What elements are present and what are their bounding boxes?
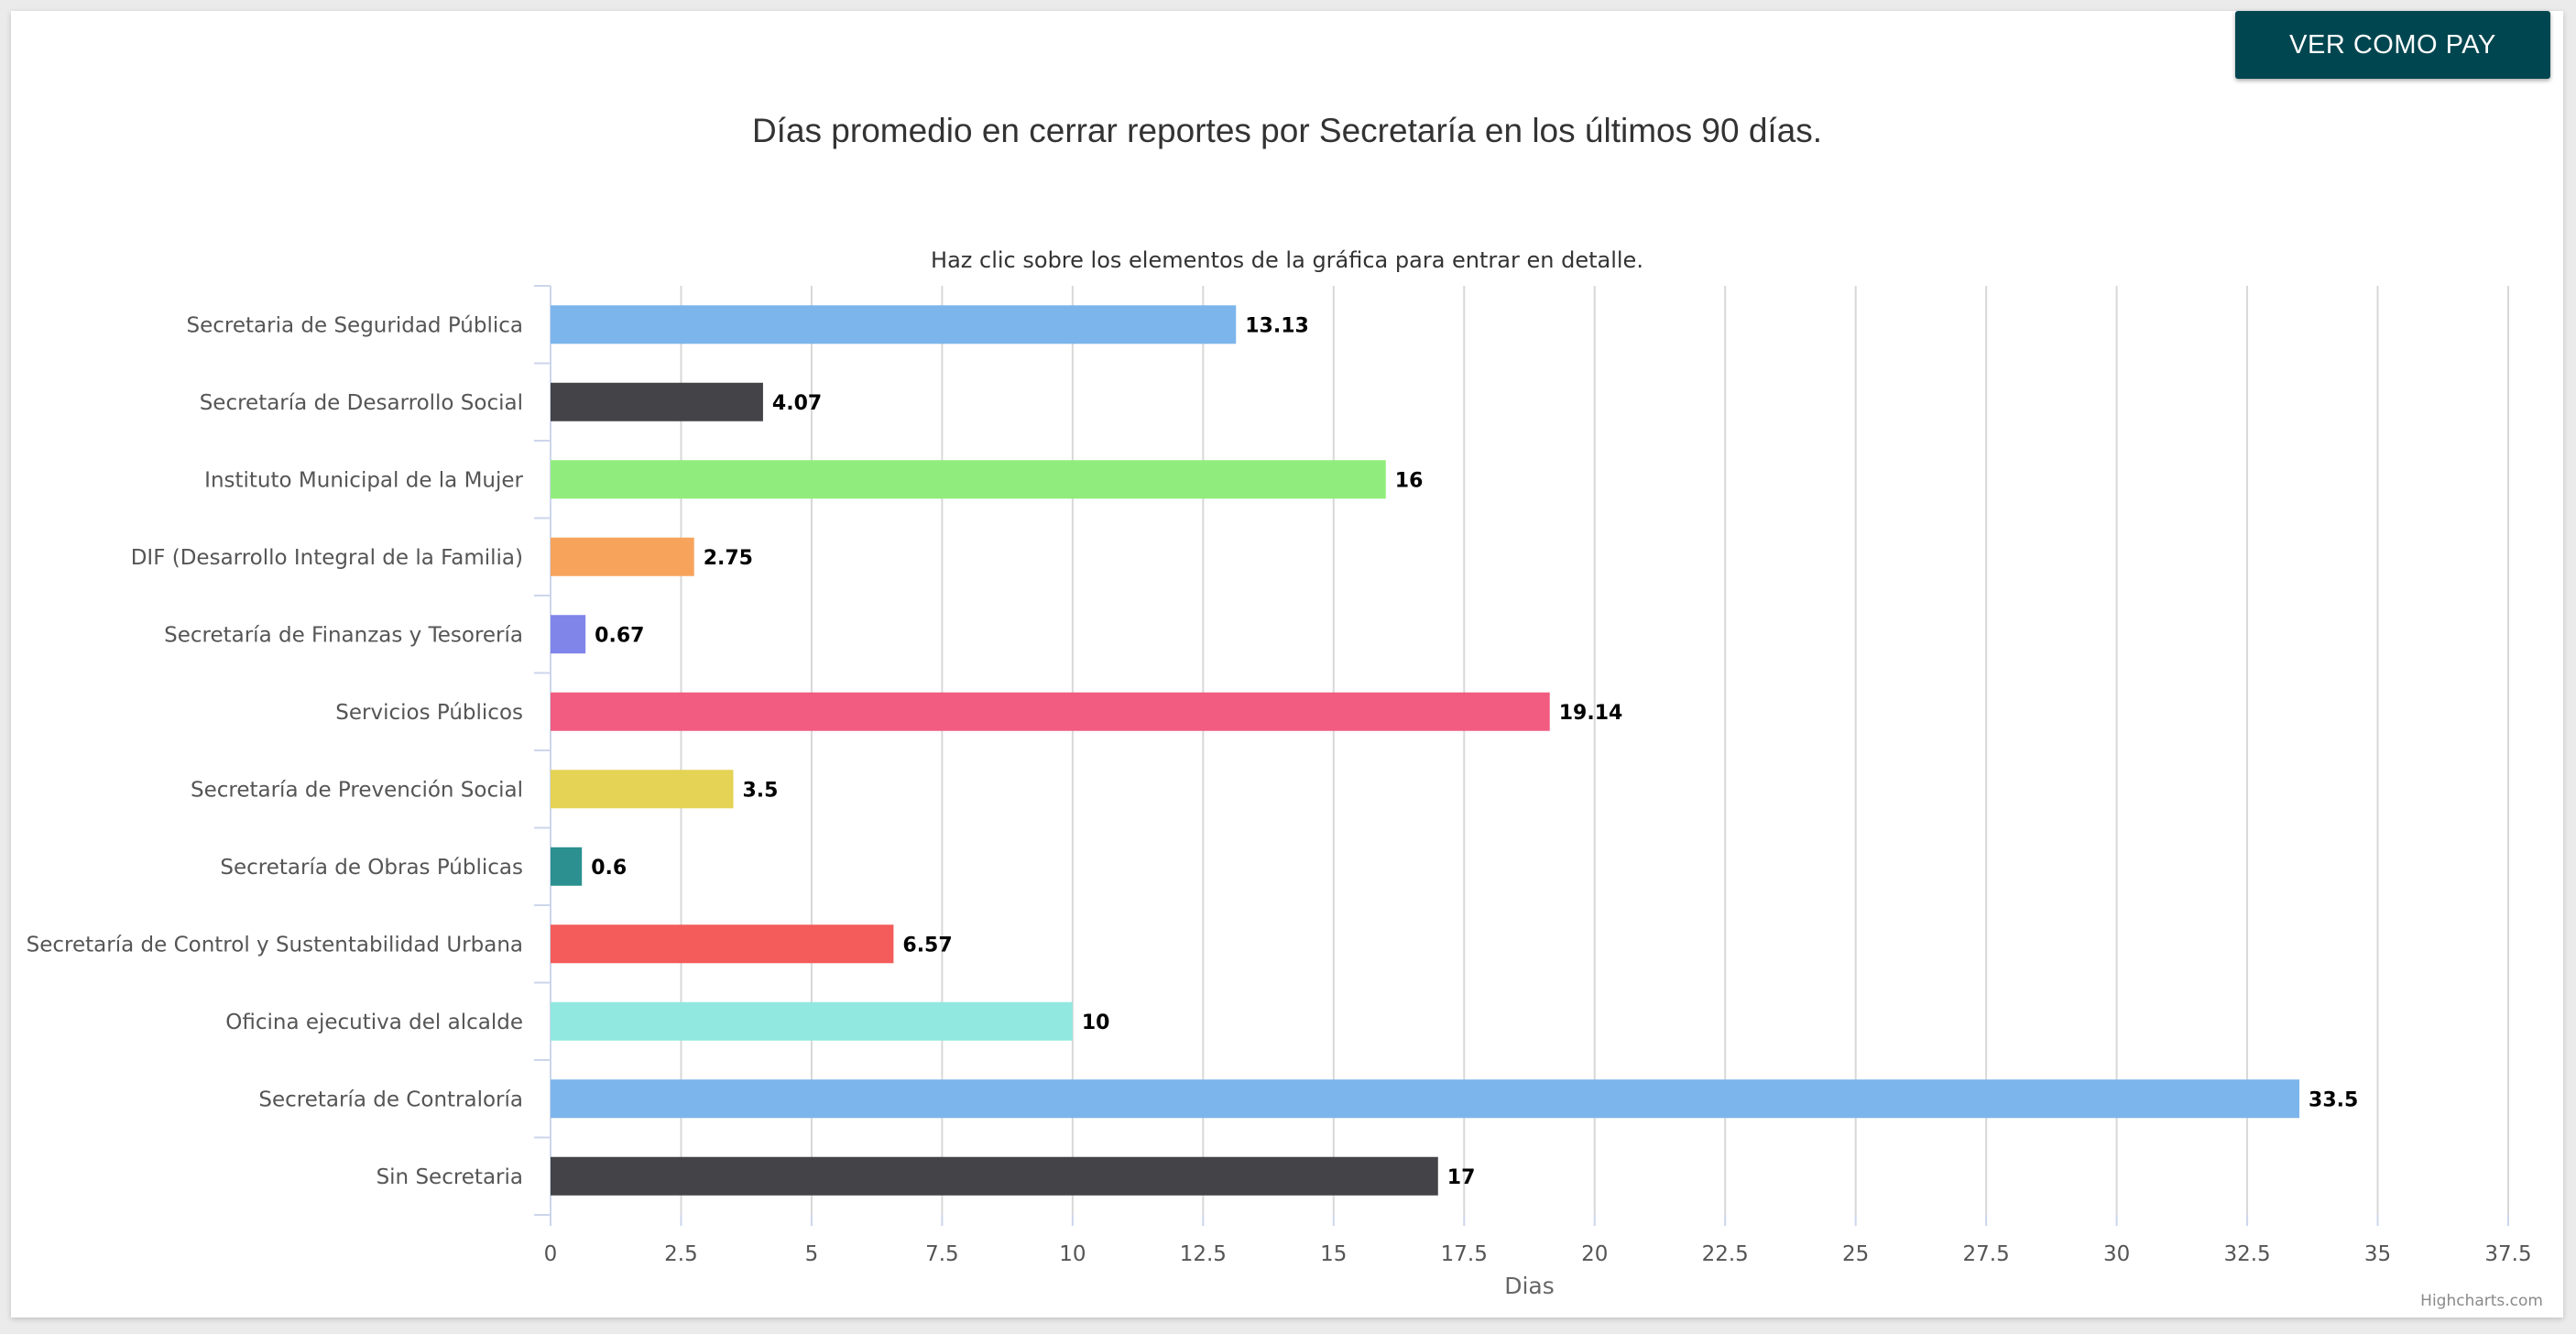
chart-title: Días promedio en cerrar reportes por Sec… xyxy=(751,112,1823,149)
bar[interactable] xyxy=(551,1001,1073,1041)
x-tick-label: 32.5 xyxy=(2223,1242,2270,1266)
data-label: 33.5 xyxy=(2309,1088,2358,1111)
bar[interactable] xyxy=(551,692,1550,731)
x-tick-label: 20 xyxy=(1581,1242,1608,1266)
bar[interactable] xyxy=(551,924,894,964)
bar[interactable] xyxy=(551,847,583,886)
x-tick-label: 5 xyxy=(805,1242,819,1266)
bar[interactable] xyxy=(551,1079,2300,1119)
category-label: Oficina ejecutiva del alcalde xyxy=(225,1011,523,1034)
category-label: Secretaría de Prevención Social xyxy=(191,778,523,802)
x-tick-label: 30 xyxy=(2103,1242,2130,1266)
category-label: Secretaría de Obras Públicas xyxy=(220,856,523,880)
data-label: 0.6 xyxy=(591,857,627,880)
bar[interactable] xyxy=(551,537,694,576)
chart-subtitle: Haz clic sobre los elementos de la gráfi… xyxy=(931,247,1643,273)
x-tick-label: 12.5 xyxy=(1180,1242,1227,1266)
data-label: 10 xyxy=(1082,1011,1110,1034)
bar[interactable] xyxy=(551,305,1237,344)
x-tick-label: 37.5 xyxy=(2484,1242,2531,1266)
x-tick-label: 7.5 xyxy=(925,1242,959,1266)
view-as-pie-button[interactable]: VER COMO PAY xyxy=(2235,11,2550,79)
category-label: DIF (Desarrollo Integral de la Familia) xyxy=(131,546,523,570)
category-label: Secretaría de Control y Sustentabilidad … xyxy=(27,933,523,957)
category-label: Secretaría de Contraloría xyxy=(258,1088,523,1111)
bar-chart: 0 2.5 5 7.5 10 12.5 15 17.5 20 22.5 25 27.5 30 32.5 35… xyxy=(27,285,2532,1299)
category-label: Secretaría de Finanzas y Tesorería xyxy=(164,623,523,647)
category-label: Servicios Públicos xyxy=(335,701,523,725)
x-tick-label: 25 xyxy=(1842,1242,1869,1266)
data-label: 4.07 xyxy=(772,392,822,415)
data-label: 6.57 xyxy=(902,934,952,957)
x-tick-label: 35 xyxy=(2364,1242,2391,1266)
chart-card: VER COMO PAY Días promedio en cerrar rep… xyxy=(11,11,2563,1318)
category-label: Secretaria de Seguridad Pública xyxy=(187,313,523,337)
data-label: 2.75 xyxy=(704,547,753,570)
value-axis-title: Dias xyxy=(1504,1273,1555,1299)
x-tick-label: 17.5 xyxy=(1441,1242,1488,1266)
bar[interactable] xyxy=(551,1156,1438,1196)
x-tick-label: 2.5 xyxy=(664,1242,698,1266)
highcharts-credit[interactable]: Highcharts.com xyxy=(2420,1292,2543,1310)
category-label: Sin Secretaria xyxy=(377,1165,523,1189)
data-label: 13.13 xyxy=(1245,314,1309,337)
x-tick-label: 22.5 xyxy=(1702,1242,1749,1266)
category-label: Instituto Municipal de la Mujer xyxy=(204,468,523,492)
category-label: Secretaría de Desarrollo Social xyxy=(200,391,523,415)
bar[interactable] xyxy=(551,382,763,421)
x-tick-label: 27.5 xyxy=(1963,1242,2010,1266)
x-tick-label: 0 xyxy=(544,1242,558,1266)
bar[interactable] xyxy=(551,770,734,809)
data-label: 16 xyxy=(1395,469,1424,492)
data-label: 3.5 xyxy=(742,779,778,802)
data-label: 17 xyxy=(1447,1166,1476,1189)
data-label: 0.67 xyxy=(595,624,644,647)
x-tick-label: 10 xyxy=(1059,1242,1086,1266)
x-tick-label: 15 xyxy=(1320,1242,1347,1266)
data-label: 19.14 xyxy=(1559,702,1623,725)
bar[interactable] xyxy=(551,615,586,654)
bar[interactable] xyxy=(551,460,1386,499)
